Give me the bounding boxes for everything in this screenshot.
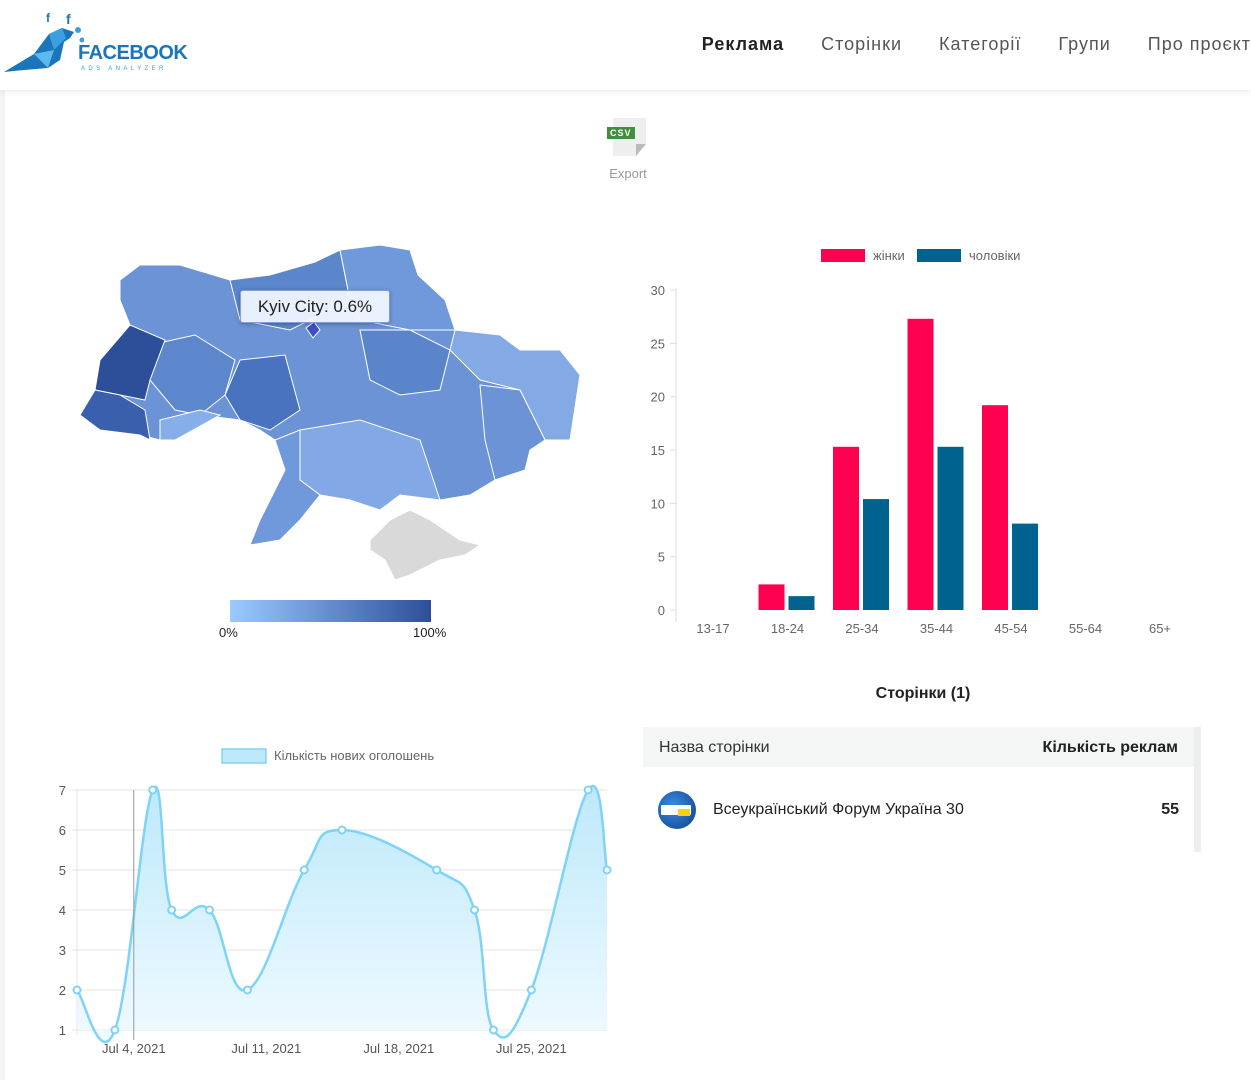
map-color-scale [230,600,431,622]
svg-text:f: f [66,11,71,27]
y-tick-label: 6 [59,823,66,838]
svg-text:f: f [46,11,51,25]
data-point [488,1025,498,1035]
bar-male [788,596,815,610]
csv-badge: CSV [607,127,635,139]
y-tick-label: 0 [658,603,665,618]
x-tick-label: 45-54 [994,621,1027,636]
region-donetsk[interactable] [479,384,546,481]
y-tick-label: 25 [651,336,665,351]
bar-female [907,318,934,610]
bar-male [863,499,889,610]
legend-label: жінки [873,248,905,263]
region-east[interactable] [449,329,581,441]
y-tick-label: 1 [59,1023,66,1038]
area-fill [77,785,608,1043]
y-tick-label: 5 [59,863,66,878]
data-point [205,905,215,915]
x-tick-label: 25-34 [845,621,878,636]
legend-swatch [821,249,865,262]
logo-text: FACEBOOK [78,42,188,64]
region-crimea-no-data[interactable] [369,509,482,581]
logo[interactable]: f f FACEBOOK ADS ANALYZER [4,8,188,78]
bar-male [937,446,964,610]
y-tick-label: 20 [651,390,665,405]
region-zakarpattia[interactable] [79,389,151,441]
x-tick-label: Jul 18, 2021 [363,1041,434,1056]
scale-min-label: 0% [219,625,238,640]
page-ad-count: 55 [1161,801,1179,818]
y-tick-label: 10 [651,496,665,511]
x-tick-label: 35-44 [920,621,953,636]
x-tick-label: 55-64 [1069,621,1102,636]
table-scrollbar[interactable] [1194,727,1201,852]
x-tick-label: Jul 4, 2021 [102,1041,166,1056]
region-odesa[interactable] [249,429,321,546]
export-label: Export [609,166,647,181]
data-point [242,985,252,995]
legend-label: Кількість нових оголошень [274,748,434,763]
data-point [148,785,158,795]
x-tick-label: 65+ [1149,621,1171,636]
data-point [583,785,593,795]
x-tick-label: 18-24 [771,621,804,636]
x-tick-label: 13-17 [696,621,729,636]
data-point [470,905,480,915]
pages-table: Назва сторінки Кількість реклам Всеукраї… [643,727,1201,852]
nav-categories[interactable]: Категорії [939,34,1022,54]
pages-title: Сторінки (1) [875,685,971,702]
y-tick-label: 5 [658,550,665,565]
bar-female [758,584,785,610]
legend-swatch [221,748,267,764]
table-header: Назва сторінки Кількість реклам [643,727,1194,767]
region-chernivtsi[interactable] [159,409,222,441]
region-central[interactable] [359,329,451,396]
main-nav: Реклама Сторінки Категорії Групи Про про… [702,34,1251,55]
data-point [72,985,82,995]
region-kyiv-city[interactable] [305,321,321,339]
page-avatar [658,791,696,829]
data-point [110,1025,120,1035]
x-tick-label: Jul 25, 2021 [496,1041,567,1056]
page-name[interactable]: Всеукраїнський Форум Україна 30 [713,801,964,818]
legend-label: чоловіки [969,248,1020,263]
nav-pages[interactable]: Сторінки [821,34,903,54]
y-tick-label: 30 [651,283,665,298]
new-ads-line-chart: 1 2 3 4 5 6 7 Jul 4, 2021 Jul 11, 2021 Jul 18, 20… [59,748,612,1056]
data-point [167,905,177,915]
nav-ads[interactable]: Реклама [701,34,785,54]
y-tick-label: 4 [59,903,66,918]
nav-groups[interactable]: Групи [1058,34,1111,54]
legend-swatch [917,249,961,262]
x-tick-label: Jul 11, 2021 [231,1041,301,1056]
region-lviv[interactable] [94,324,166,401]
column-ad-count[interactable]: Кількість реклам [1042,739,1178,756]
nav-about[interactable]: Про проєкт [1147,34,1251,54]
bird-logo-icon: f f [4,11,85,72]
age-gender-bar-chart: 0 5 10 15 20 25 30 13-17 18-24 25-34 35-44 45-54 55-… [651,248,1172,636]
column-page-name[interactable]: Назва сторінки [659,739,770,756]
map-tooltip: Kyiv City: 0.6% [240,290,390,323]
y-tick-label: 3 [59,943,66,958]
page-fold [636,144,646,156]
data-point [432,865,442,875]
bar-female [833,446,859,610]
y-tick-label: 2 [59,983,66,998]
bar-female [982,405,1008,610]
region-west-center[interactable] [149,334,236,416]
data-point [299,865,309,875]
data-point [602,865,612,875]
data-point [526,985,536,995]
scale-max-label: 100% [413,625,447,640]
y-tick-label: 15 [651,443,665,458]
header: f f FACEBOOK ADS ANALYZER Реклама Сторін… [0,0,1251,90]
data-point [337,825,347,835]
y-tick-label: 7 [59,783,66,798]
bar-male [1012,523,1038,610]
logo-subtext: ADS ANALYZER [81,66,167,72]
